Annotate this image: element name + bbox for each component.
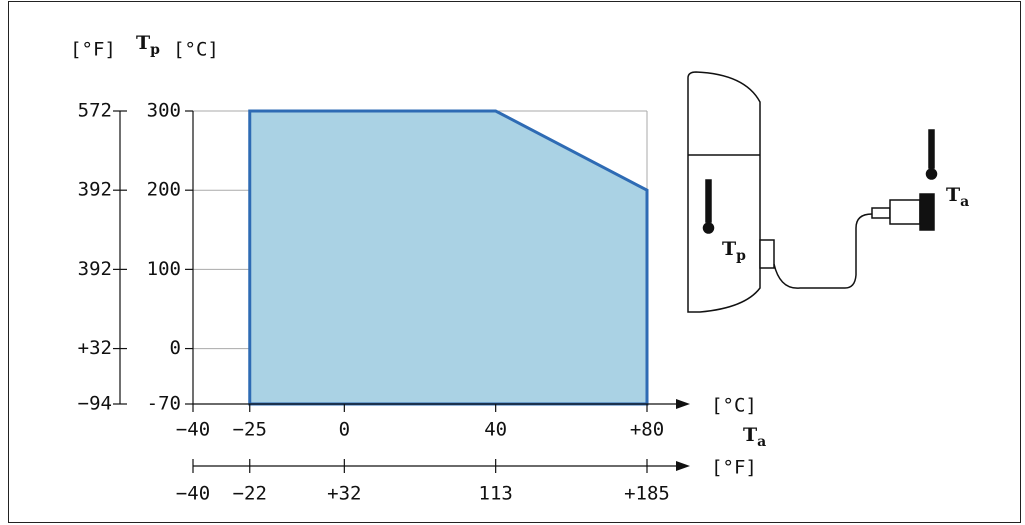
y-label-symbol: T bbox=[136, 32, 150, 54]
y-tick-label: 300 bbox=[147, 100, 181, 122]
process-label: Tp bbox=[722, 238, 746, 264]
x-unit: [°C] bbox=[711, 395, 757, 417]
x-tick-second-label: +32 bbox=[327, 483, 361, 505]
y-tick-left-label: 392 bbox=[78, 258, 112, 280]
frame bbox=[8, 1, 1021, 523]
x-tick-label: −40 bbox=[176, 419, 210, 441]
process-subscript: p bbox=[736, 248, 746, 264]
x-unit-second: [°F] bbox=[711, 457, 757, 479]
area bbox=[248, 109, 649, 406]
x-tick-second-label: 113 bbox=[479, 483, 513, 505]
x-label: Ta bbox=[743, 424, 766, 450]
y-tick-left-label: +32 bbox=[78, 337, 112, 359]
y-tick-label: 200 bbox=[147, 179, 181, 201]
y-label-subscript: p bbox=[150, 42, 160, 58]
y-label: Tp bbox=[136, 32, 160, 58]
x-label-subscript: a bbox=[757, 434, 766, 450]
y-tick-label: -70 bbox=[147, 393, 181, 415]
y-unit: [°C] bbox=[173, 39, 219, 61]
thermometer-ambient bbox=[928, 129, 935, 169]
x-tick-label: 0 bbox=[339, 419, 350, 441]
thermometer-process bbox=[705, 179, 712, 223]
thermometer-process-bulb bbox=[702, 222, 715, 234]
x-tick-label: 40 bbox=[484, 419, 507, 441]
sensor-body bbox=[889, 199, 921, 225]
ambient-label: Ta bbox=[946, 184, 969, 210]
plot: -70 −94 0 +32 100 392 200 392 300 572 −40 −40 −25 −22… bbox=[78, 100, 690, 505]
x-tick-second-label: −40 bbox=[176, 483, 210, 505]
x-tick-label: −25 bbox=[233, 419, 267, 441]
y-unit-left: [°F] bbox=[70, 39, 116, 61]
illustration bbox=[687, 71, 938, 313]
y-tick-label: 0 bbox=[170, 337, 181, 359]
x-axis-arrow bbox=[676, 399, 690, 409]
x-tick-label: +80 bbox=[630, 419, 664, 441]
x-tick-second-label: +185 bbox=[624, 483, 670, 505]
y-tick-left-label: −94 bbox=[78, 393, 112, 415]
y-tick-left-label: 392 bbox=[78, 179, 112, 201]
x-tick-second-label: −22 bbox=[233, 483, 267, 505]
thermometer-ambient-bulb bbox=[925, 168, 938, 180]
y-tick-left-label: 572 bbox=[78, 100, 112, 122]
vessel bbox=[687, 71, 761, 313]
sensor-neck bbox=[871, 207, 891, 219]
x-axis-second-arrow bbox=[676, 461, 690, 471]
ambient-subscript: a bbox=[960, 194, 969, 210]
x-label-symbol: T bbox=[743, 424, 757, 446]
process-symbol: T bbox=[722, 238, 736, 260]
ambient-symbol: T bbox=[946, 184, 960, 206]
capillary bbox=[773, 213, 873, 289]
sensor-head bbox=[919, 193, 935, 231]
flange bbox=[759, 239, 775, 269]
y-tick-label: 100 bbox=[147, 258, 181, 280]
